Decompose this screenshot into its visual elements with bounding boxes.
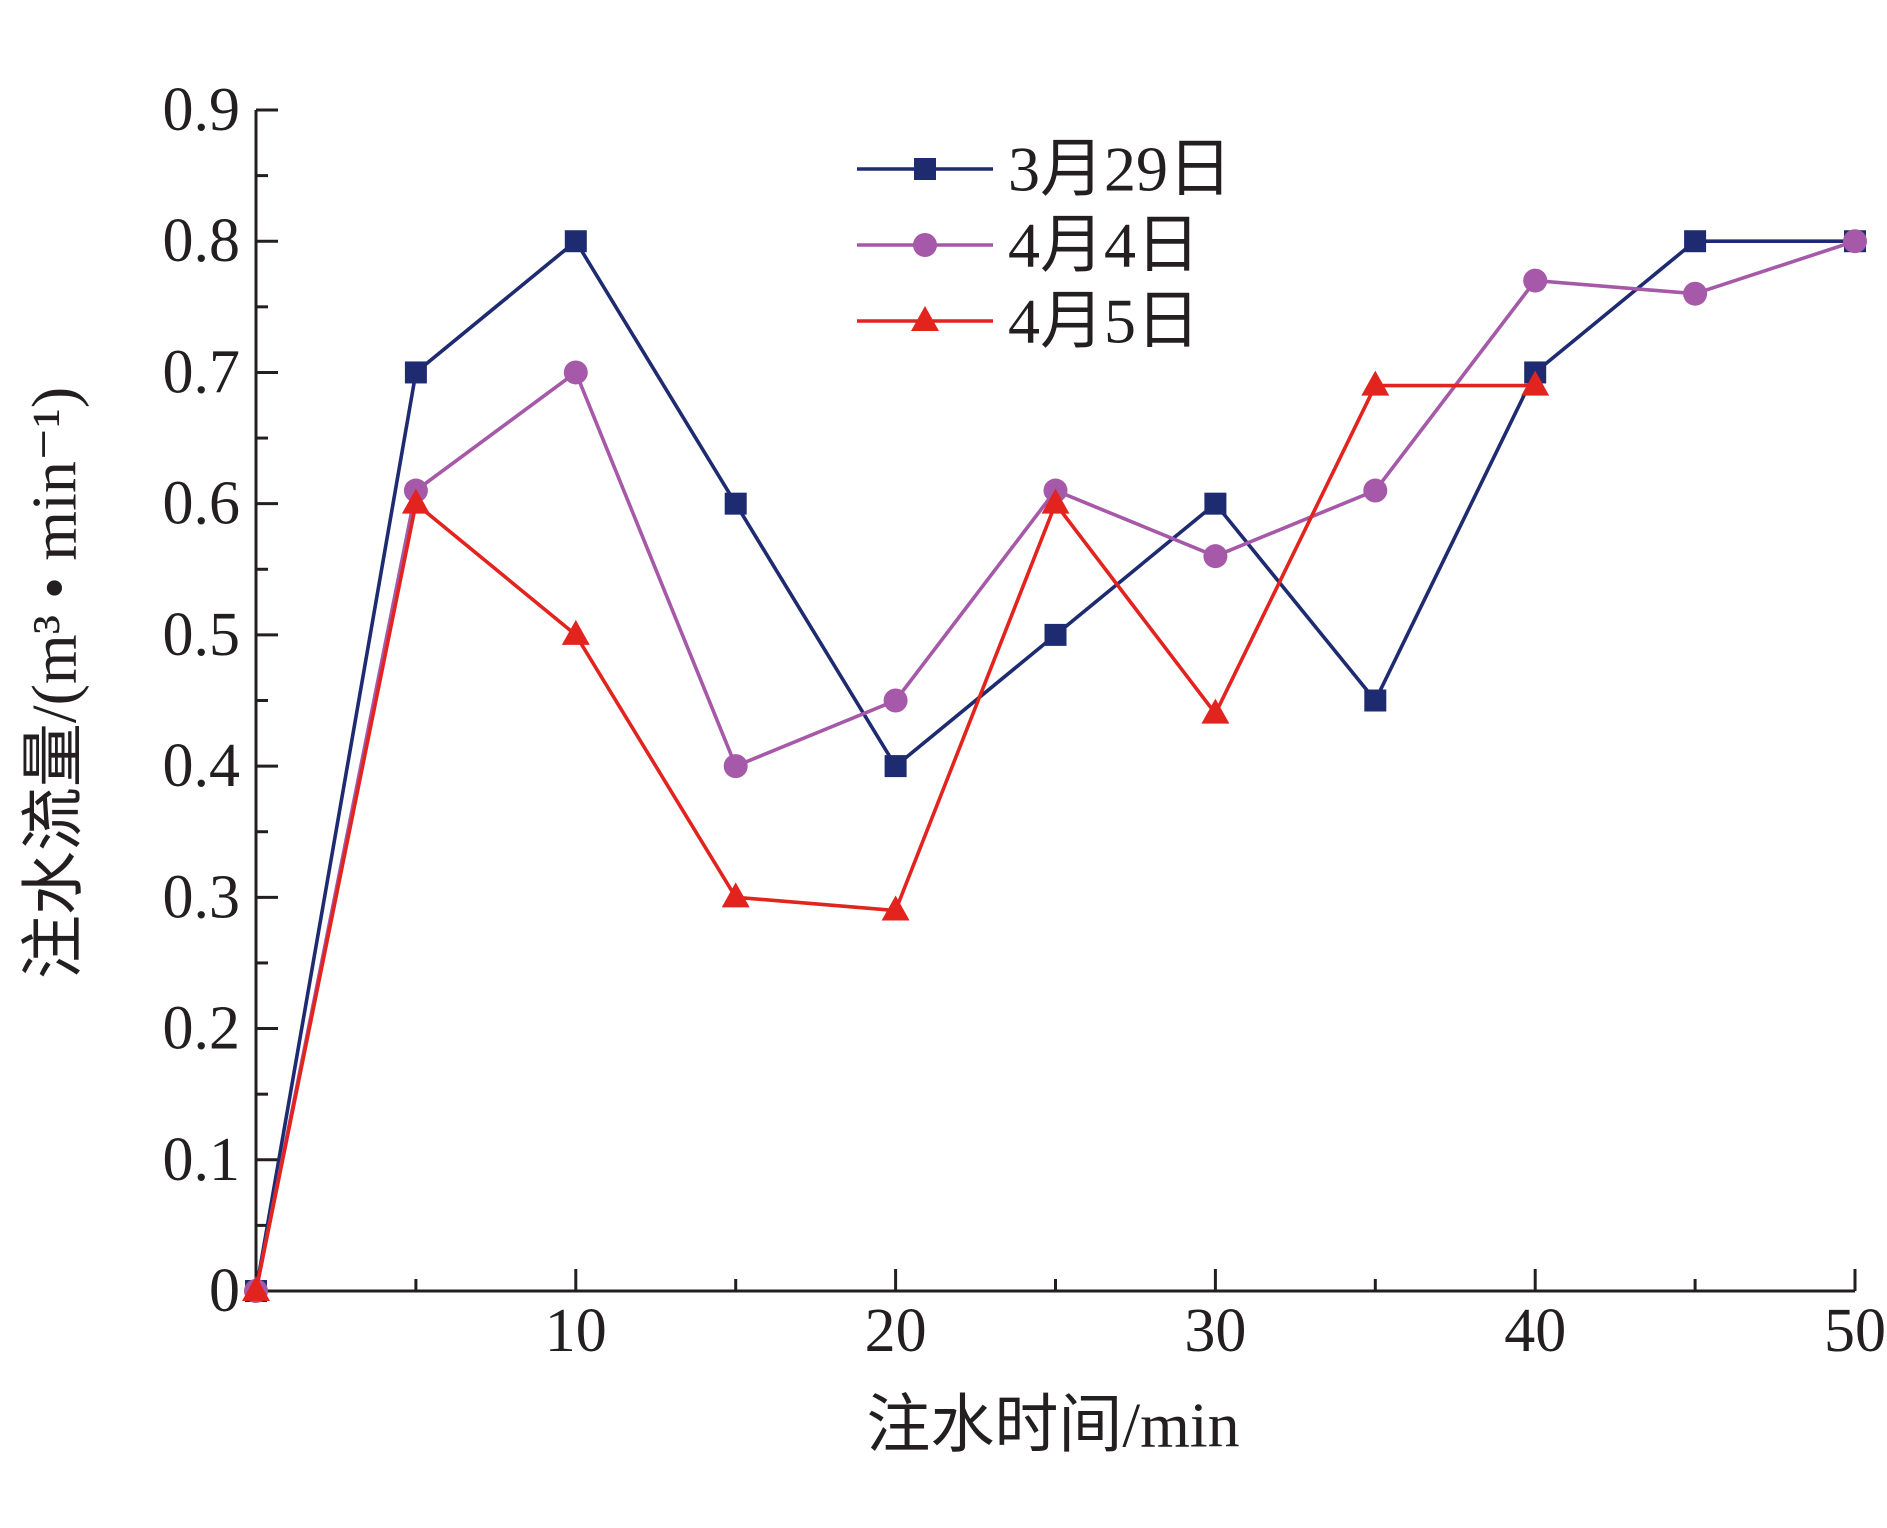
series-2-point [1041,488,1070,514]
y-tick-label: 0 [209,1257,240,1325]
x-axis-title: 注水时间/min [866,1390,1239,1461]
series-1-point [883,688,908,713]
plot-area [242,229,1867,1303]
series-1-point [1523,268,1548,293]
legend-item-2: 4月5日 [857,286,1200,357]
series-0-point [1044,623,1067,646]
series-2-point [881,895,910,921]
x-tick-label: 30 [1184,1297,1246,1365]
legend-item-1: 4月4日 [857,210,1200,281]
y-tick-label: 0.9 [163,76,241,144]
series-2-point [1521,370,1550,396]
series-0-point [404,361,427,384]
y-tick-label: 0.3 [163,863,241,931]
series-2 [242,370,1550,1301]
series-0-point [564,230,587,253]
y-tick-label: 0.4 [163,732,241,800]
series-1-point [1843,229,1867,254]
axes: 0 0.1 0.2 0.3 0.4 0.5 0.6 0.7 0.8 0.9 10 20 30 40 50 [163,76,1887,1365]
series-1-point [1203,544,1228,569]
x-tick-label: 20 [865,1297,927,1365]
legend-item-0: 3月29日 [857,134,1232,205]
series-2-point [561,619,590,645]
x-tick-label: 50 [1824,1297,1886,1365]
series-0-point [884,755,907,778]
series-1-point [723,754,748,779]
y-tick-label: 0.8 [163,207,241,275]
legend-label: 4月5日 [1008,286,1200,357]
legend-label: 3月29日 [1008,134,1232,205]
series-1-point [1683,281,1708,306]
series-2-line [254,383,1536,1292]
series-1-point [1363,478,1388,503]
series-1-point [563,360,588,385]
series-2-point [401,488,430,514]
legend-swatch-marker [911,306,939,331]
y-axis-title: 注水流量/(m³ • min⁻¹) [19,387,90,979]
y-tick-label: 0.7 [163,338,241,406]
series-0-point [724,492,747,515]
legend-swatch-marker [913,233,937,257]
legend-label: 4月4日 [1008,210,1200,281]
series-1-line [254,239,1856,1292]
series-0-line [254,238,1855,1292]
y-tick-label: 0.2 [163,995,241,1063]
y-tick-label: 0.5 [163,601,241,669]
series-0-point [1684,230,1707,253]
series-0-point [1204,492,1227,515]
y-tick-label: 0.1 [163,1126,241,1194]
series-0-point [1364,689,1387,712]
series-2-point [1201,698,1230,724]
series-0 [245,230,1866,1302]
series-2-point [721,882,750,908]
y-tick-label: 0.6 [163,470,241,538]
legend-swatch-marker [914,158,936,180]
x-tick-label: 40 [1504,1297,1566,1365]
series-2-point [1361,370,1390,396]
x-tick-label: 10 [545,1297,607,1365]
series-2-point [242,1276,270,1301]
series-1 [244,229,1867,1303]
